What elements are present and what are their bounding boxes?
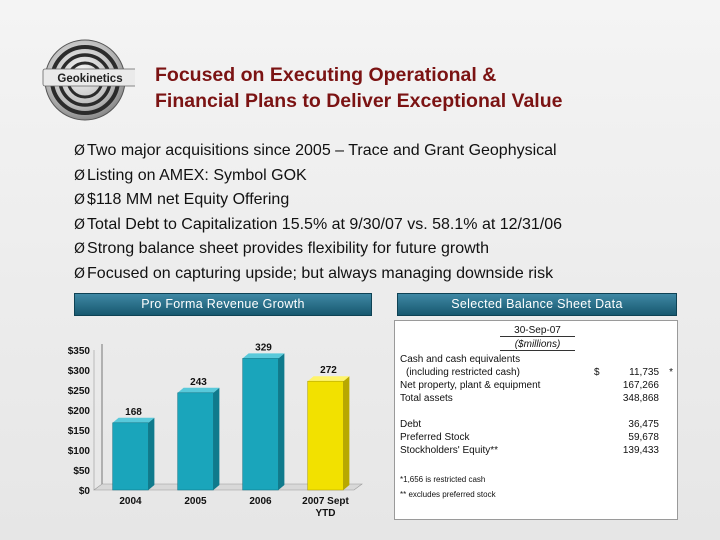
bs-row: Debt 36,475 — [400, 419, 671, 431]
bullet-item: Ø Focused on capturing upside; but always… — [74, 262, 562, 287]
bs-footnote: ** excludes preferred stock — [400, 490, 496, 499]
bs-row-label: Stockholders' Equity** — [400, 445, 499, 456]
revenue-bar-chart: $0 $50 $100 $150 $200 $250 $300 $350 168 2004 243 2… — [68, 342, 363, 519]
bs-dollar-sign: $ — [594, 367, 600, 378]
bullet-text: $118 MM net Equity Offering — [87, 191, 290, 208]
bar-top — [307, 376, 350, 382]
bs-row: Stockholders' Equity** 139,433 — [400, 445, 671, 457]
arrow-bullet-icon: Ø — [74, 167, 86, 184]
arrow-bullet-icon: Ø — [74, 265, 86, 282]
bs-row-note: * — [669, 367, 673, 378]
y-tick-label: $50 — [73, 466, 90, 477]
arrow-bullet-icon: Ø — [74, 192, 86, 208]
bs-row: Cash and cash equivalents — [400, 354, 671, 366]
data-label: 168 — [125, 407, 142, 418]
bs-row-label: Total assets — [400, 393, 453, 404]
balance-sheet-panel: 30-Sep-07 ($millions) Cash and cash equiva… — [394, 320, 678, 520]
bs-row-value: 11,735 — [629, 367, 659, 378]
arrow-bullet-icon: Ø — [74, 241, 86, 257]
bar-side — [278, 353, 285, 490]
x-tick-label: 2007 Sept — [302, 496, 349, 507]
bullet-item: Ø $118 MM net Equity Offering — [74, 188, 562, 213]
y-tick-label: $150 — [68, 426, 91, 437]
bullet-text: Strong balance sheet provides flexibilit… — [87, 240, 490, 257]
bs-row-label: (including restricted cash) — [406, 367, 520, 378]
balance-sheet-header: Selected Balance Sheet Data — [397, 293, 677, 316]
x-tick-label: 2004 — [119, 496, 142, 507]
bs-row-label: Cash and cash equivalents — [400, 354, 521, 365]
bullet-item: Ø Two major acquisitions since 2005 – Tra… — [74, 139, 562, 164]
bs-units: ($millions) — [500, 339, 575, 351]
bullet-item: Ø Strong balance sheet provides flexibili… — [74, 237, 562, 262]
geokinetics-logo: Geokinetics — [42, 39, 135, 121]
data-label: 272 — [320, 365, 337, 376]
bullet-text: Listing on AMEX: Symbol GOK — [87, 166, 307, 184]
bs-footnote: *1,656 is restricted cash — [400, 475, 486, 484]
bar — [307, 380, 344, 491]
bs-date-header: 30-Sep-07 — [500, 325, 575, 337]
bs-row-label: Net property, plant & equipment — [400, 380, 541, 391]
y-tick-label: $100 — [68, 446, 91, 457]
bullet-item: Ø Total Debt to Capitalization 15.5% at 9… — [74, 213, 562, 238]
title-line-2: Financial Plans to Deliver Exceptional V… — [155, 90, 563, 112]
x-tick-sublabel: YTD — [316, 508, 336, 519]
y-tick-label: $0 — [79, 486, 91, 497]
bs-row: Total assets 348,868 — [400, 393, 671, 405]
bullet-list: Ø Two major acquisitions since 2005 – Tra… — [74, 139, 562, 286]
bar — [112, 422, 149, 491]
y-tick-label: $200 — [68, 406, 91, 417]
bar-top — [112, 417, 155, 423]
bs-row-label: Debt — [400, 419, 422, 430]
data-label: 243 — [190, 377, 207, 388]
bullet-text: Focused on capturing upside; but always … — [87, 264, 554, 282]
bar-side — [148, 417, 155, 490]
bs-row: (including restricted cash) $11,735 * — [400, 367, 673, 379]
logo-wordmark: Geokinetics — [57, 73, 122, 85]
bar-side — [213, 387, 220, 490]
bs-row-value: 167,266 — [622, 380, 659, 391]
arrow-bullet-icon: Ø — [74, 143, 86, 159]
bar — [177, 392, 214, 491]
bar — [242, 358, 279, 491]
bs-row: Preferred Stock 59,678 — [400, 432, 671, 444]
y-tick-label: $300 — [68, 366, 91, 377]
y-tick-label: $250 — [68, 386, 91, 397]
page-title: Focused on Executing Operational & Finan… — [155, 62, 695, 114]
bar-top — [177, 387, 220, 393]
data-label: 329 — [255, 342, 272, 353]
bs-row: Net property, plant & equipment 167,266 — [400, 380, 671, 392]
bs-row-value: 36,475 — [628, 419, 659, 430]
title-line-1: Focused on Executing Operational & — [155, 64, 497, 86]
bs-row-value: 348,868 — [622, 393, 659, 404]
x-tick-label: 2006 — [249, 496, 272, 507]
bullet-text: Two major acquisitions since 2005 – Trac… — [87, 142, 557, 159]
x-tick-label: 2005 — [184, 496, 207, 507]
arrow-bullet-icon: Ø — [74, 216, 86, 233]
bs-row-value: 59,678 — [628, 432, 659, 443]
bar-top — [242, 353, 285, 359]
bs-row-value: 139,433 — [622, 445, 659, 456]
revenue-growth-header: Pro Forma Revenue Growth — [74, 293, 372, 316]
bar-side — [343, 376, 350, 490]
bullet-text: Total Debt to Capitalization 15.5% at 9/… — [87, 215, 563, 233]
y-tick-label: $350 — [68, 346, 91, 357]
bs-row-label: Preferred Stock — [400, 432, 470, 443]
bullet-item: Ø Listing on AMEX: Symbol GOK — [74, 164, 562, 189]
